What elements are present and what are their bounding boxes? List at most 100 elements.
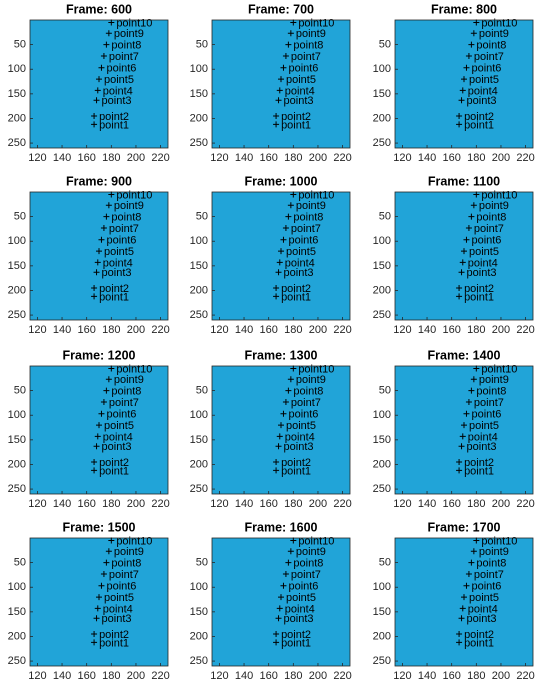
point-label: point10	[116, 363, 152, 375]
x-tick-label: 200	[127, 152, 145, 164]
image-area	[395, 20, 533, 148]
point-label: point8	[476, 212, 506, 224]
subplot-title: Frame: 1700	[428, 520, 501, 534]
point-label: point2	[99, 283, 129, 295]
x-tick-label: 180	[467, 324, 485, 336]
y-tick-label: 100	[373, 63, 391, 75]
y-tick-label: 250	[373, 655, 391, 667]
y-tick-label: 200	[8, 630, 26, 642]
y-tick-label: 150	[8, 434, 26, 446]
point-label: point3	[467, 267, 497, 279]
x-tick-label: 140	[235, 324, 253, 336]
point-label: point3	[284, 267, 314, 279]
point-label: point4	[468, 603, 498, 615]
point-label: point10	[481, 17, 517, 29]
subplot: Frame: 1200 120 140 160 180 200 220 50 100 150 200…	[8, 348, 170, 510]
x-tick-label: 140	[418, 324, 436, 336]
subplot-title: Frame: 1000	[245, 174, 318, 188]
subplot: Frame: 1600 120 140 160 180 200 220 50 100 150 200…	[190, 520, 352, 682]
point-marker	[287, 548, 294, 555]
point-label: point7	[291, 569, 321, 581]
x-tick-label: 160	[259, 670, 277, 682]
point-marker	[461, 422, 467, 429]
x-tick-label: 180	[284, 498, 302, 510]
point-marker	[290, 537, 297, 544]
subplot-title: Frame: 900	[66, 174, 132, 188]
y-tick-label: 100	[8, 63, 26, 75]
image-area	[212, 192, 350, 320]
point-label: point10	[116, 189, 152, 201]
point-label: point5	[104, 246, 134, 258]
point-label: point3	[102, 95, 132, 107]
point-marker	[456, 639, 463, 646]
subplot-title: Frame: 700	[248, 2, 314, 16]
point-marker	[461, 76, 467, 83]
point-label: point10	[298, 189, 334, 201]
point-label: point1	[464, 637, 494, 649]
point-label: point5	[469, 420, 499, 432]
point-marker	[465, 224, 472, 231]
point-label: point6	[471, 235, 501, 247]
x-tick-label: 180	[102, 324, 120, 336]
x-tick-label: 200	[127, 324, 145, 336]
point-marker	[287, 376, 294, 383]
point-label: point4	[285, 85, 315, 97]
point-marker	[278, 76, 284, 83]
x-tick-label: 180	[284, 670, 302, 682]
y-tick-label: 100	[8, 235, 26, 247]
point-label: point9	[114, 28, 144, 40]
image-area	[395, 192, 533, 320]
point-marker	[461, 594, 467, 601]
x-tick-label: 140	[235, 152, 253, 164]
x-tick-label: 140	[53, 152, 71, 164]
point-marker	[273, 285, 280, 291]
point-marker	[273, 467, 280, 474]
point-marker	[94, 605, 101, 612]
subplot: Frame: 900 120 140 160 180 200 220 50 100 150 200 2…	[8, 174, 170, 336]
point-marker	[456, 113, 463, 119]
x-tick-label: 220	[333, 498, 351, 510]
point-marker	[473, 537, 480, 544]
point-label: point8	[476, 386, 506, 398]
point-marker	[456, 293, 463, 300]
point-label: point9	[479, 200, 509, 212]
point-label: point4	[285, 431, 315, 443]
image-area	[30, 366, 168, 494]
point-marker	[100, 398, 107, 405]
point-label: point8	[293, 386, 323, 398]
point-label: point7	[109, 569, 139, 581]
point-marker	[93, 443, 100, 450]
x-tick-label: 220	[333, 152, 351, 164]
point-label: point5	[286, 592, 316, 604]
point-label: point2	[99, 629, 129, 641]
y-tick-label: 200	[8, 284, 26, 296]
point-label: point10	[116, 535, 152, 547]
point-marker	[470, 30, 477, 37]
point-label: point7	[109, 223, 139, 235]
x-tick-label: 220	[516, 324, 534, 336]
axes-box	[211, 365, 351, 495]
point-marker	[93, 615, 100, 622]
point-marker	[456, 459, 463, 465]
point-marker	[463, 236, 470, 243]
subplot-title: Frame: 1200	[63, 348, 136, 362]
x-tick-label: 220	[516, 152, 534, 164]
x-tick-label: 200	[492, 498, 510, 510]
x-tick-label: 200	[309, 324, 327, 336]
subplot: Frame: 1400 120 140 160 180 200 220 50 100 150 200…	[373, 348, 535, 510]
point-marker	[456, 121, 463, 128]
subplot: Frame: 600 120 140 160 180 200 220 50 100 150 200 2…	[8, 2, 170, 164]
point-label: point4	[103, 85, 133, 97]
axes-box	[211, 19, 351, 149]
axes-box	[394, 191, 534, 321]
x-tick-label: 200	[127, 670, 145, 682]
point-label: point8	[293, 212, 323, 224]
x-tick-label: 160	[77, 324, 95, 336]
point-label: point5	[469, 246, 499, 258]
point-marker	[278, 248, 284, 255]
point-marker	[456, 631, 463, 637]
point-marker	[91, 285, 98, 291]
subplot-title: Frame: 1500	[63, 520, 136, 534]
subplot-title: Frame: 1100	[428, 174, 500, 188]
point-marker	[458, 615, 465, 622]
